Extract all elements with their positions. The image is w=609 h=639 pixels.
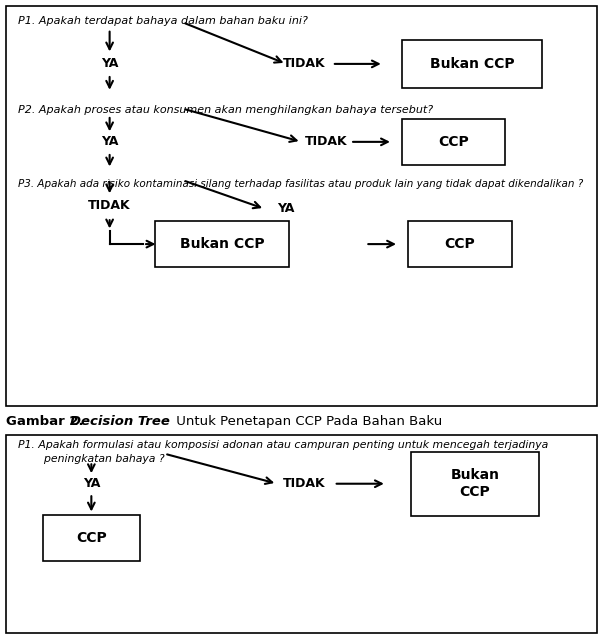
Text: YA: YA [278, 203, 295, 215]
FancyBboxPatch shape [6, 435, 597, 633]
Text: YA: YA [83, 477, 100, 490]
Text: Untuk Penetapan CCP Pada Bahan Baku: Untuk Penetapan CCP Pada Bahan Baku [172, 415, 443, 428]
FancyBboxPatch shape [402, 119, 505, 165]
Text: YA: YA [101, 135, 118, 148]
Text: CCP: CCP [445, 237, 475, 251]
Text: P3. Apakah ada risiko kontaminasi silang terhadap fasilitas atau produk lain yan: P3. Apakah ada risiko kontaminasi silang… [18, 179, 583, 189]
Text: TIDAK: TIDAK [283, 58, 326, 70]
FancyBboxPatch shape [155, 221, 289, 267]
Text: CCP: CCP [76, 531, 107, 545]
Text: Gambar 2.: Gambar 2. [6, 415, 83, 428]
Text: Bukan
CCP: Bukan CCP [451, 468, 499, 499]
Text: TIDAK: TIDAK [88, 199, 131, 212]
FancyBboxPatch shape [6, 6, 597, 406]
FancyBboxPatch shape [43, 515, 140, 561]
Text: P1. Apakah terdapat bahaya dalam bahan baku ini?: P1. Apakah terdapat bahaya dalam bahan b… [18, 16, 308, 26]
FancyBboxPatch shape [408, 221, 512, 267]
Text: P2. Apakah proses atau konsumen akan menghilangkan bahaya tersebut?: P2. Apakah proses atau konsumen akan men… [18, 105, 434, 116]
Text: CCP: CCP [438, 135, 469, 149]
Text: peningkatan bahaya ?: peningkatan bahaya ? [30, 454, 165, 464]
FancyBboxPatch shape [411, 452, 539, 516]
FancyBboxPatch shape [402, 40, 542, 88]
Text: Decision Tree: Decision Tree [70, 415, 170, 428]
Text: Bukan CCP: Bukan CCP [180, 237, 264, 251]
Text: P1. Apakah formulasi atau komposisi adonan atau campuran penting untuk mencegah : P1. Apakah formulasi atau komposisi adon… [18, 440, 549, 450]
Text: TIDAK: TIDAK [283, 477, 326, 490]
Text: YA: YA [101, 58, 118, 70]
Text: Bukan CCP: Bukan CCP [430, 57, 514, 71]
Text: TIDAK: TIDAK [304, 135, 347, 148]
